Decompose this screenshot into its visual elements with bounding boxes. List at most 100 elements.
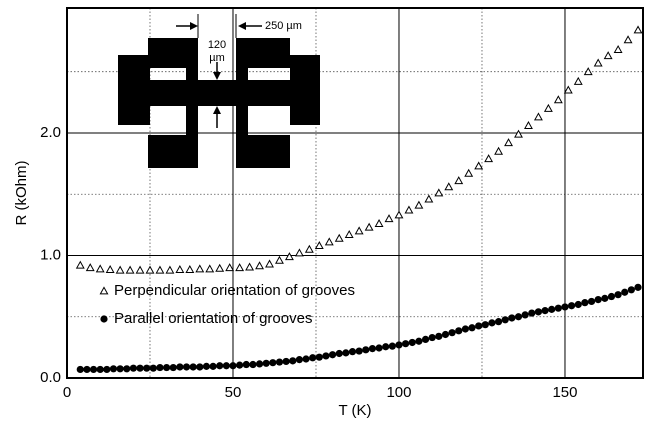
circle-point xyxy=(143,364,151,372)
circle-point xyxy=(149,364,157,372)
circle-point xyxy=(415,337,423,345)
circle-point xyxy=(83,365,91,374)
circle-point xyxy=(295,356,303,364)
triangle-point xyxy=(593,58,603,67)
circle-point xyxy=(528,309,536,317)
inset-diagram: 120 µm 250 µm xyxy=(118,14,320,168)
circle-point xyxy=(501,316,509,324)
circle-point xyxy=(162,363,171,372)
triangle-point xyxy=(165,265,175,274)
circle-point xyxy=(176,363,184,371)
triangle-point xyxy=(324,237,334,246)
circle-point xyxy=(116,365,124,373)
arm xyxy=(186,38,198,168)
circle-point xyxy=(534,308,543,316)
circle-point xyxy=(448,329,456,337)
circle-point xyxy=(468,324,476,332)
circle-point xyxy=(368,344,377,353)
triangle-point xyxy=(115,265,125,274)
triangle-point xyxy=(533,112,543,121)
triangle-point xyxy=(514,129,523,138)
triangle-point xyxy=(424,194,434,203)
x-tick-label: 0 xyxy=(63,384,71,401)
circle-point xyxy=(109,365,118,373)
x-tick-label: 150 xyxy=(552,384,577,401)
circle-point xyxy=(568,302,576,310)
circle-point xyxy=(362,346,370,354)
circle-point xyxy=(421,335,430,344)
triangle-point xyxy=(454,176,464,185)
arrow-head xyxy=(238,22,246,30)
circle-point xyxy=(441,330,450,339)
circle-point xyxy=(182,363,191,371)
annotation: 250 µm xyxy=(265,20,302,32)
circle-point xyxy=(269,359,277,367)
x-axis-label: T (K) xyxy=(338,402,371,419)
circle-point xyxy=(262,359,270,367)
y-tick-label: 0.0 xyxy=(40,369,61,386)
circle-point xyxy=(402,340,410,348)
circle-point xyxy=(348,348,357,356)
triangle-point xyxy=(364,222,374,231)
circle-point xyxy=(375,344,383,352)
triangle-point xyxy=(155,265,165,274)
triangle-point xyxy=(563,85,573,94)
circle-point xyxy=(89,365,98,374)
circle-point xyxy=(76,365,84,374)
circle-point xyxy=(455,327,463,335)
triangle-point xyxy=(255,261,265,270)
triangle-point xyxy=(633,25,643,34)
circle-point xyxy=(581,299,589,307)
annotation: 120 xyxy=(208,39,226,51)
triangle-point xyxy=(85,263,95,272)
annotation: µm xyxy=(209,52,225,64)
circle-point xyxy=(136,364,144,372)
circle-point xyxy=(601,294,609,302)
circle-point xyxy=(388,342,396,350)
triangle-point xyxy=(414,200,424,209)
circle-point xyxy=(342,349,350,357)
circle-point xyxy=(627,286,635,294)
triangle-point xyxy=(404,205,414,214)
legend-label: Perpendicular orientation of grooves xyxy=(114,282,355,299)
x-tick-label: 50 xyxy=(225,384,242,401)
circle-point xyxy=(561,303,569,311)
triangle-point xyxy=(494,146,504,155)
circle-point xyxy=(621,288,629,296)
circle-point xyxy=(255,360,264,368)
triangle-point xyxy=(553,95,563,104)
circle-point xyxy=(289,357,297,365)
triangle-point xyxy=(354,226,364,235)
triangle-point xyxy=(294,248,304,257)
triangle-point xyxy=(444,182,454,191)
y-tick-label: 2.0 xyxy=(40,124,61,141)
legend-label: Parallel orientation of grooves xyxy=(114,310,312,327)
circle-point xyxy=(222,362,230,370)
circle-point xyxy=(395,341,403,349)
triangle-point xyxy=(175,264,185,273)
circle-point xyxy=(328,351,337,359)
circle-point xyxy=(587,297,596,306)
circle-point xyxy=(355,347,363,355)
circle-point xyxy=(481,321,489,329)
circle-point xyxy=(614,291,622,299)
circle-point xyxy=(594,295,602,304)
circle-point xyxy=(514,313,523,321)
triangle-point xyxy=(334,233,344,242)
x-tick-label: 100 xyxy=(386,384,411,401)
triangle-point xyxy=(543,103,553,112)
arm xyxy=(236,38,248,168)
triangle-point xyxy=(374,218,384,228)
circle-point xyxy=(236,361,244,369)
triangle-point xyxy=(474,161,484,170)
circle-point xyxy=(96,365,104,374)
circle-point xyxy=(103,365,111,374)
circle-point xyxy=(508,314,516,322)
circle-point xyxy=(335,349,343,358)
triangle-point xyxy=(384,214,394,223)
y-tick-label: 1.0 xyxy=(40,246,61,263)
triangle-point xyxy=(284,252,294,261)
triangle-point xyxy=(95,264,105,273)
triangle-point xyxy=(394,210,404,219)
circle-point xyxy=(554,304,562,312)
